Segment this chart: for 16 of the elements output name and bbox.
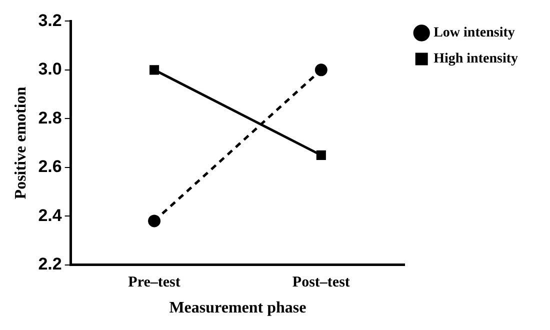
point xyxy=(148,214,161,228)
point xyxy=(316,150,326,160)
point xyxy=(314,64,328,76)
y-tick-label: 2.2 xyxy=(38,254,62,274)
point xyxy=(149,65,160,75)
y-tick-label: 2.6 xyxy=(38,157,62,176)
y-tick-label: 2.8 xyxy=(38,108,62,128)
y-tick-label: 3.2 xyxy=(38,10,62,30)
y-axis-title: Positive emotion xyxy=(12,86,30,200)
y-tick-label: 2.4 xyxy=(38,206,62,225)
x-tick-label: Post–test xyxy=(292,274,350,291)
x-axis-title: Measurement phase xyxy=(169,300,306,317)
legend-label: High intensity xyxy=(434,52,518,67)
x-tick-label: Pre–test xyxy=(128,274,180,291)
y-tick-label: 3.0 xyxy=(38,60,62,79)
legend-label: Low intensity xyxy=(434,26,515,41)
